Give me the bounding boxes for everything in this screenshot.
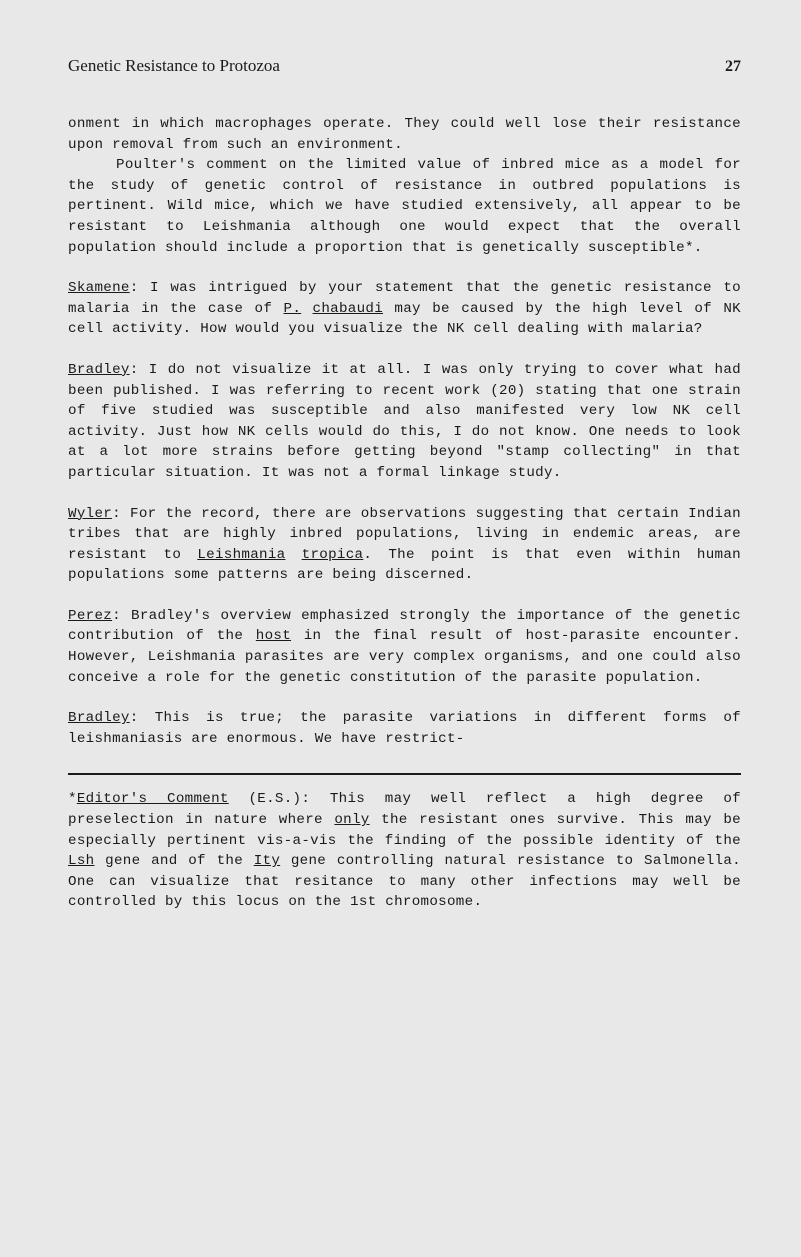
text-span: gene and of the (94, 853, 253, 869)
header-title: Genetic Resistance to Protozoa (68, 56, 280, 76)
footnote-editor: *Editor's Comment (E.S.): This may well … (68, 789, 741, 913)
paragraph-continuation: onment in which macrophages operate. The… (68, 114, 741, 155)
gene-lsh: Lsh (68, 853, 94, 869)
text-span (301, 301, 312, 317)
footnote-rule (68, 773, 741, 775)
page-header: Genetic Resistance to Protozoa 27 (68, 56, 741, 76)
paragraph-bradley-2: Bradley: This is true; the parasite vari… (68, 708, 741, 749)
speaker-bradley: Bradley (68, 362, 130, 378)
species-tropica: tropica (302, 547, 364, 563)
species-leishmania: Leishmania (197, 547, 285, 563)
text-span: : I do not visualize it at all. I was on… (68, 362, 741, 481)
speaker-wyler: Wyler (68, 506, 112, 522)
species-chabaudi: chabaudi (313, 301, 384, 317)
paragraph-wyler: Wyler: For the record, there are observa… (68, 504, 741, 586)
speaker-skamene: Skamene (68, 280, 130, 296)
speaker-bradley: Bradley (68, 710, 130, 726)
text-span (285, 547, 301, 563)
paragraph-poulter: Poulter's comment on the limited value o… (68, 155, 741, 258)
footnote-label: Editor's Comment (77, 791, 229, 807)
footnote-star: * (68, 791, 77, 807)
paragraph-skamene: Skamene: I was intrigued by your stateme… (68, 278, 741, 340)
gene-ity: Ity (254, 853, 280, 869)
body-text: onment in which macrophages operate. The… (68, 114, 741, 749)
term-only: only (334, 812, 369, 828)
paragraph-bradley-1: Bradley: I do not visualize it at all. I… (68, 360, 741, 484)
text-span: : This is true; the parasite variations … (68, 710, 741, 747)
species-p: P. (284, 301, 302, 317)
page-number: 27 (725, 58, 741, 76)
paragraph-perez: Perez: Bradley's overview emphasized str… (68, 606, 741, 688)
speaker-perez: Perez (68, 608, 112, 624)
term-host: host (256, 628, 291, 644)
